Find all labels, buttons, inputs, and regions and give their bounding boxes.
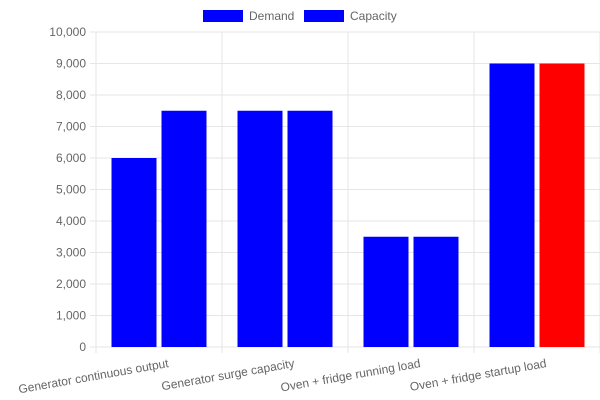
y-tick-label: 1,000 (56, 309, 86, 323)
bar-capacity-1[interactable] (287, 110, 333, 347)
y-tick-label: 2,000 (56, 277, 86, 291)
y-tick-label: 9,000 (56, 57, 86, 71)
bar-demand-2[interactable] (363, 236, 409, 347)
y-tick-label: 3,000 (56, 246, 86, 260)
x-tick-label: Oven + fridge startup load (409, 356, 548, 394)
x-tick-label: Generator continuous output (17, 356, 170, 396)
bars-layer (111, 63, 585, 348)
x-tick-label: Generator surge capacity (160, 356, 295, 393)
legend[interactable]: Demand Capacity (203, 9, 397, 23)
y-tick-label: 0 (79, 340, 86, 354)
legend-label: Demand (249, 9, 294, 23)
legend-item-capacity[interactable]: Capacity (304, 9, 397, 23)
y-tick-label: 8,000 (56, 88, 86, 102)
y-tick-label: 6,000 (56, 151, 86, 165)
bar-capacity-2[interactable] (413, 236, 459, 347)
bar-capacity-0[interactable] (161, 110, 207, 347)
y-tick-label: 10,000 (49, 25, 86, 39)
bar-demand-1[interactable] (237, 110, 283, 347)
bar-capacity-3[interactable] (539, 63, 585, 348)
x-tick-label: Oven + fridge running load (279, 356, 421, 394)
y-tick-label: 5,000 (56, 183, 86, 197)
legend-label: Capacity (350, 9, 397, 23)
y-tick-label: 4,000 (56, 214, 86, 228)
y-tick-label: 7,000 (56, 120, 86, 134)
legend-swatch (203, 10, 243, 22)
legend-swatch (304, 10, 344, 22)
bar-demand-0[interactable] (111, 158, 157, 347)
legend-item-demand[interactable]: Demand (203, 9, 294, 23)
bar-demand-3[interactable] (489, 63, 535, 348)
